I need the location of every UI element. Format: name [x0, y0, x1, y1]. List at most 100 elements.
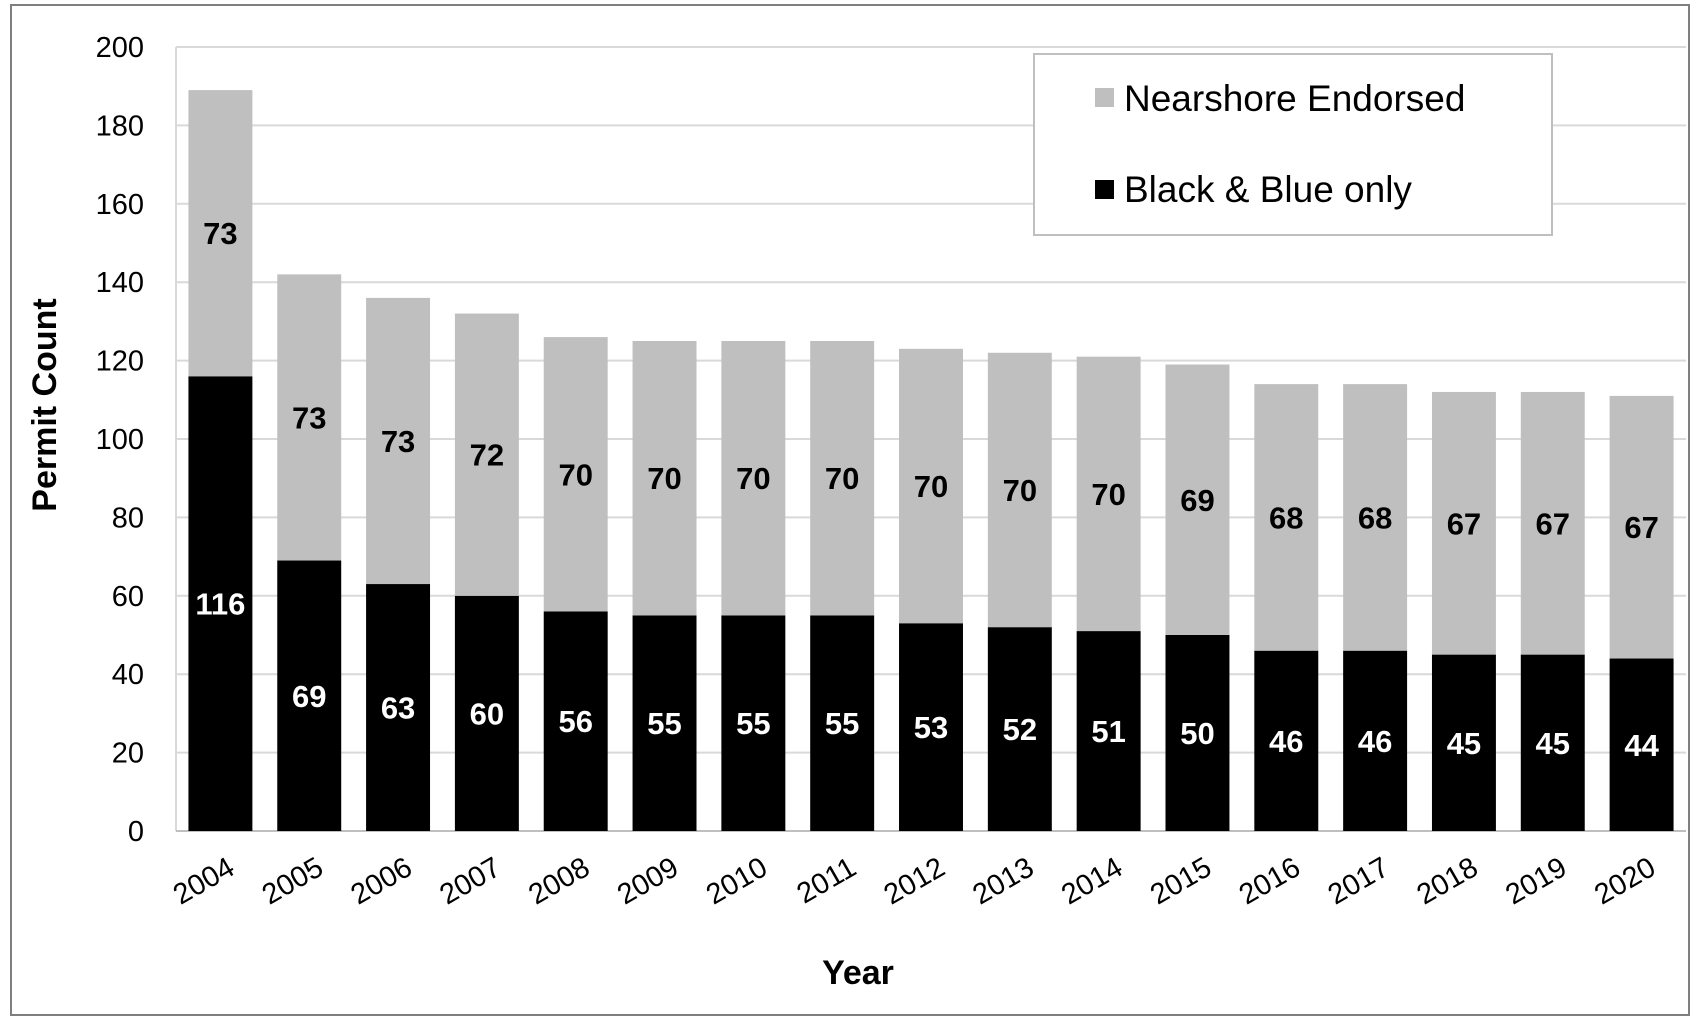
- data-label-black-blue: 51: [1091, 714, 1125, 749]
- bar-black-blue: [1520, 654, 1585, 831]
- x-tick-label: 2004: [168, 851, 240, 911]
- bars: [188, 90, 1674, 831]
- data-label-black-blue: 50: [1180, 716, 1214, 751]
- data-label-nearshore: 70: [736, 461, 770, 496]
- data-label-nearshore: 72: [470, 438, 504, 473]
- x-tick-label: 2019: [1500, 851, 1572, 911]
- data-label-nearshore: 68: [1358, 500, 1392, 535]
- legend-label-black-blue: Black & Blue only: [1124, 169, 1412, 210]
- x-axis: 2004 2005 2006 2007 2008 2009 2010 2011 2012 2013…: [168, 851, 1661, 911]
- data-label-black-blue: 116: [195, 587, 245, 622]
- bar-black-blue: [1165, 635, 1230, 831]
- bar-black-blue: [721, 615, 786, 831]
- data-label-black-blue: 52: [1003, 712, 1037, 747]
- x-axis-title: Year: [822, 954, 894, 992]
- bar-nearshore: [366, 297, 431, 585]
- bar-black-blue: [632, 615, 697, 831]
- bar-nearshore: [1520, 391, 1585, 655]
- x-tick-label: 2007: [435, 851, 507, 911]
- x-tick-label: 2018: [1412, 851, 1484, 911]
- y-tick-label: 100: [96, 424, 144, 456]
- data-label-black-blue: 45: [1536, 726, 1570, 761]
- data-label-black-blue: 53: [914, 710, 948, 745]
- data-label-nearshore: 73: [203, 216, 237, 251]
- legend-label-nearshore: Nearshore Endorsed: [1124, 78, 1465, 119]
- y-tick-label: 200: [96, 32, 144, 64]
- bar-nearshore: [810, 341, 875, 616]
- data-label-nearshore: 70: [558, 457, 592, 492]
- y-tick-label: 80: [112, 502, 144, 534]
- data-label-black-blue: 44: [1624, 728, 1659, 763]
- data-label-nearshore: 70: [914, 469, 948, 504]
- data-labels: 116 73 69 73 63 73 60 72 56 70 55 70 55 70 55 70 53 70 52 7…: [195, 216, 1659, 763]
- x-tick-label: 2014: [1056, 851, 1128, 911]
- bar-nearshore: [543, 337, 608, 612]
- data-label-black-blue: 55: [825, 706, 859, 741]
- bar-nearshore: [1343, 384, 1408, 651]
- x-tick-label: 2009: [612, 851, 684, 911]
- y-tick-label: 20: [112, 738, 144, 770]
- y-tick-label: 140: [96, 267, 144, 299]
- y-tick-label: 0: [128, 816, 144, 848]
- y-tick-label: 160: [96, 189, 144, 221]
- legend-swatch-black-blue: [1095, 180, 1114, 199]
- data-label-nearshore: 73: [381, 424, 415, 459]
- data-label-nearshore: 70: [825, 461, 859, 496]
- data-label-nearshore: 67: [1624, 510, 1658, 545]
- bar-black-blue: [1609, 658, 1674, 831]
- x-tick-label: 2012: [879, 851, 951, 911]
- bar-black-blue: [987, 627, 1052, 831]
- x-tick-label: 2011: [792, 851, 862, 910]
- x-tick-label: 2020: [1589, 851, 1661, 911]
- bar-nearshore: [188, 90, 253, 377]
- y-tick-label: 180: [96, 110, 144, 142]
- data-label-nearshore: 70: [647, 461, 681, 496]
- legend: Nearshore Endorsed Black & Blue only: [1033, 53, 1553, 236]
- x-tick-label: 2013: [967, 851, 1039, 911]
- data-label-nearshore: 68: [1269, 500, 1303, 535]
- bar-nearshore: [721, 341, 786, 616]
- bar-black-blue: [277, 560, 342, 831]
- data-label-black-blue: 45: [1447, 726, 1481, 761]
- x-tick-label: 2017: [1323, 851, 1395, 911]
- x-tick-label: 2005: [257, 851, 329, 911]
- y-axis: 0 20 40 60 80 100 120 140 160 180 200: [96, 32, 144, 848]
- legend-swatch-nearshore: [1095, 88, 1114, 107]
- data-label-black-blue: 55: [647, 706, 681, 741]
- legend-box: [1033, 53, 1553, 236]
- bar-black-blue: [188, 376, 253, 831]
- bar-nearshore: [454, 313, 519, 596]
- y-tick-label: 60: [112, 581, 144, 613]
- bar-black-blue: [454, 595, 519, 831]
- data-label-nearshore: 70: [1091, 477, 1125, 512]
- bar-nearshore: [1431, 391, 1496, 655]
- y-axis-title: Permit Count: [26, 298, 64, 511]
- data-label-black-blue: 46: [1358, 724, 1392, 759]
- bar-black-blue: [1254, 650, 1319, 831]
- bar-nearshore: [987, 352, 1052, 628]
- bar-nearshore: [277, 274, 342, 561]
- data-label-black-blue: 60: [470, 696, 504, 731]
- data-label-black-blue: 63: [381, 691, 415, 726]
- bar-black-blue: [810, 615, 875, 831]
- bar-nearshore: [1609, 395, 1674, 659]
- x-tick-label: 2016: [1234, 851, 1306, 911]
- bar-nearshore: [1165, 364, 1230, 635]
- data-label-nearshore: 67: [1536, 506, 1570, 541]
- bar-black-blue: [543, 611, 608, 831]
- bar-black-blue: [899, 623, 963, 831]
- bar-nearshore: [1076, 356, 1141, 632]
- data-label-nearshore: 70: [1003, 473, 1037, 508]
- bar-black-blue: [366, 584, 431, 831]
- y-tick-label: 120: [96, 346, 144, 378]
- data-label-nearshore: 67: [1447, 506, 1481, 541]
- x-tick-label: 2006: [346, 851, 418, 911]
- data-label-black-blue: 56: [558, 704, 592, 739]
- bar-black-blue: [1343, 650, 1408, 831]
- bar-nearshore: [1254, 384, 1319, 651]
- bar-nearshore: [632, 341, 697, 616]
- bar-black-blue: [1431, 654, 1496, 831]
- bar-black-blue: [1076, 631, 1141, 831]
- data-label-black-blue: 46: [1269, 724, 1303, 759]
